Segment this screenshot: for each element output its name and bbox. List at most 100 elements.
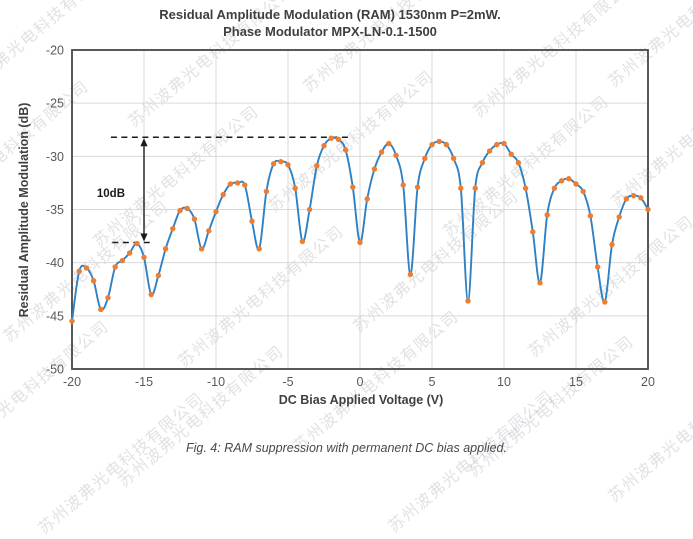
data-point-marker [278,158,284,165]
data-point-marker [623,196,630,202]
data-point-marker [472,185,478,191]
data-point-marker [314,163,320,169]
data-point-marker [422,155,428,162]
series-line [71,136,649,323]
data-point-marker [177,207,183,214]
data-point-marker [342,147,349,153]
data-point-marker [299,238,306,245]
data-point-marker [134,240,140,247]
data-point-marker [414,184,421,190]
data-point-marker [393,152,399,158]
data-point-marker [285,162,291,168]
data-point-marker [198,246,205,252]
data-point-marker [378,149,385,155]
y-tick-label: -20 [46,44,64,58]
data-point-marker [306,206,313,213]
data-point-marker [184,205,190,212]
data-point-marker [386,140,392,147]
data-point-marker [328,135,334,141]
x-axis-title: DC Bias Applied Voltage (V) [279,393,444,407]
data-point-marker [616,214,622,220]
x-tick-label: 5 [429,375,436,389]
data-point-marker [90,278,97,284]
chart-title-line2: Phase Modulator MPX-LN-0.1-1500 [223,24,437,39]
data-point-marker [263,188,270,195]
y-tick-label: -35 [46,203,64,217]
data-point-marker [206,228,212,234]
data-point-marker [83,265,90,271]
x-tick-label: 15 [569,375,583,389]
data-point-marker [594,264,601,270]
data-point-marker [530,229,536,235]
ram-chart: Residual Amplitude Modulation (RAM) 1530… [17,7,655,407]
y-tick-label: -25 [46,97,64,111]
data-point-marker [162,246,169,252]
data-point-marker [112,264,118,270]
data-point-marker [350,184,356,190]
tick-labels: -20-25-30-35-40-45-50-20 -15 -10 -5 0 5 10 15 20 [46,44,655,390]
data-point-marker [170,225,176,232]
data-point-marker [249,218,255,224]
data-point-marker [443,141,450,148]
data-point-marker [371,166,378,172]
data-point-marker [429,141,435,148]
figure-caption: Fig. 4: RAM suppression with permanent D… [186,441,507,455]
data-point-marker [335,136,342,143]
data-point-marker [141,254,147,261]
chart-title-line1: Residual Amplitude Modulation (RAM) 1530… [159,7,501,22]
data-point-marker [537,280,543,286]
data-point-marker [105,295,111,301]
data-point-marker [630,192,637,199]
data-point-marker [551,185,558,191]
data-point-marker [501,140,507,147]
data-point-marker [191,216,198,222]
x-tick-label: -20 [63,375,81,389]
data-point-marker [638,195,644,201]
x-tick-label: -5 [282,375,293,389]
y-axis-title: Residual Amplitude Modulation (dB) [17,103,31,318]
data-point-marker [515,160,522,166]
y-tick-label: -50 [46,363,64,377]
data-point-marker [227,181,234,187]
data-point-marker [486,148,493,154]
arrow-head-up [140,138,148,147]
data-point-marker [256,246,262,252]
annotation-layer [110,136,350,244]
data-point-marker [566,175,572,182]
data-point-marker [321,143,327,149]
data-point-marker [364,196,370,202]
data-point-marker [119,257,126,264]
gridlines [71,49,649,370]
y-tick-label: -30 [46,150,64,164]
data-point-marker [494,141,500,148]
data-point-marker [270,161,277,167]
y-tick-label: -45 [46,309,64,323]
data-point-marker [602,299,608,305]
data-point-marker [213,208,219,215]
data-point-marker [220,191,226,198]
data-point-marker [573,181,579,187]
data-point-marker [400,182,406,188]
data-point-marker [436,138,442,145]
data-point-marker [522,185,529,191]
data-point-marker [479,160,486,166]
data-point-marker [148,291,154,298]
x-tick-label: 10 [497,375,511,389]
data-point-marker [558,178,565,184]
data-point-marker [508,151,514,157]
series-layer [69,135,651,324]
x-tick-label: 0 [357,375,364,389]
data-point-marker [292,185,298,191]
data-point-marker [407,271,414,278]
data-point-marker [458,185,464,191]
arrow-head-down [140,233,148,242]
y-tick-label: -40 [46,256,64,270]
data-point-marker [580,188,586,195]
data-point-marker [357,239,363,246]
x-tick-label: -15 [135,375,153,389]
data-point-marker [69,318,75,324]
x-tick-label: -10 [207,375,225,389]
data-point-marker [645,206,651,213]
data-point-marker [544,212,550,218]
